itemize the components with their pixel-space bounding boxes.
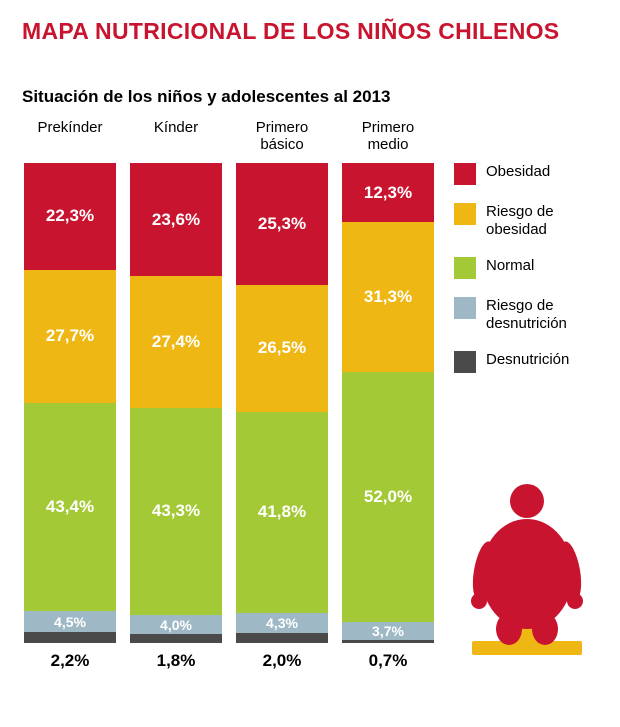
column-header: Primero medio: [340, 119, 436, 159]
segment-value: 43,3%: [152, 501, 200, 521]
bar-segment: [236, 633, 328, 643]
bar-segment: 23,6%: [130, 163, 222, 276]
legend-swatch-icon: [454, 163, 476, 185]
bar-segment: 52,0%: [342, 372, 434, 622]
bar-segment: [342, 640, 434, 643]
chart-column: Kínder 23,6% 27,4% 43,3% 4,0% 1,8%: [128, 119, 224, 671]
bar-segment: 43,4%: [24, 403, 116, 611]
segment-value: 4,3%: [266, 615, 298, 631]
column-header: Primero básico: [234, 119, 330, 159]
chart-column: Primero medio 12,3% 31,3% 52,0% 3,7% 0,7%: [340, 119, 436, 671]
chart-column: Primero básico 25,3% 26,5% 41,8% 4,3% 2,0%: [234, 119, 330, 671]
bar-segment: 22,3%: [24, 163, 116, 270]
bar-segment: 27,4%: [130, 276, 222, 407]
legend-item: Obesidad: [454, 163, 596, 185]
bar-segment: [130, 634, 222, 643]
bar-segment: 12,3%: [342, 163, 434, 222]
column-bottom-label: 0,7%: [369, 651, 408, 671]
legend-label: Riesgo de obesidad: [486, 203, 596, 239]
legend-item: Riesgo de obesidad: [454, 203, 596, 239]
segment-value: 25,3%: [258, 214, 306, 234]
legend-label: Obesidad: [486, 163, 550, 181]
legend: Obesidad Riesgo de obesidad Normal Riesgo d…: [454, 119, 596, 373]
bar-segment: 27,7%: [24, 270, 116, 403]
bar-segment: 25,3%: [236, 163, 328, 285]
legend-label: Riesgo de desnutrición: [486, 297, 596, 333]
column-stack: 25,3% 26,5% 41,8% 4,3%: [236, 163, 328, 643]
segment-value: 4,0%: [160, 617, 192, 633]
bar-segment: 43,3%: [130, 408, 222, 616]
bar-segment: 4,0%: [130, 615, 222, 634]
column-header: Prekínder: [37, 119, 102, 159]
segment-value: 12,3%: [364, 183, 412, 203]
segment-value: 27,4%: [152, 332, 200, 352]
legend-swatch-icon: [454, 203, 476, 225]
column-bottom-label: 1,8%: [157, 651, 196, 671]
obesity-illustration-icon: [462, 479, 592, 659]
chart-column: Prekínder 22,3% 27,7% 43,4% 4,5% 2,2%: [22, 119, 118, 671]
legend-item: Desnutrición: [454, 351, 596, 373]
segment-value: 22,3%: [46, 206, 94, 226]
stacked-columns: Prekínder22,3%27,7%43,4%4,5%2,2%Kínder23…: [22, 119, 436, 671]
column-header: Kínder: [154, 119, 198, 159]
bar-segment: 41,8%: [236, 412, 328, 613]
segment-value: 4,5%: [54, 614, 86, 630]
bar-segment: 26,5%: [236, 285, 328, 412]
legend-swatch-icon: [454, 297, 476, 319]
segment-value: 41,8%: [258, 502, 306, 522]
legend-swatch-icon: [454, 351, 476, 373]
legend-item: Normal: [454, 257, 596, 279]
segment-value: 3,7%: [372, 623, 404, 639]
column-bottom-label: 2,2%: [51, 651, 90, 671]
column-stack: 22,3% 27,7% 43,4% 4,5%: [24, 163, 116, 643]
segment-value: 26,5%: [258, 338, 306, 358]
column-stack: 12,3% 31,3% 52,0% 3,7%: [342, 163, 434, 643]
bar-segment: [24, 632, 116, 643]
scale-base-icon: [472, 641, 582, 655]
segment-value: 31,3%: [364, 287, 412, 307]
chart-subtitle: Situación de los niños y adolescentes al…: [22, 87, 606, 107]
bar-segment: 3,7%: [342, 622, 434, 640]
legend-label: Normal: [486, 257, 534, 275]
segment-value: 52,0%: [364, 487, 412, 507]
legend-swatch-icon: [454, 257, 476, 279]
bar-segment: 31,3%: [342, 222, 434, 372]
segment-value: 27,7%: [46, 326, 94, 346]
legend-item: Riesgo de desnutrición: [454, 297, 596, 333]
segment-value: 23,6%: [152, 210, 200, 230]
bar-segment: 4,5%: [24, 611, 116, 633]
column-bottom-label: 2,0%: [263, 651, 302, 671]
legend-label: Desnutrición: [486, 351, 569, 369]
page-title: MAPA NUTRICIONAL DE LOS NIÑOS CHILENOS: [22, 18, 606, 45]
column-stack: 23,6% 27,4% 43,3% 4,0%: [130, 163, 222, 643]
bar-segment: 4,3%: [236, 613, 328, 634]
segment-value: 43,4%: [46, 497, 94, 517]
